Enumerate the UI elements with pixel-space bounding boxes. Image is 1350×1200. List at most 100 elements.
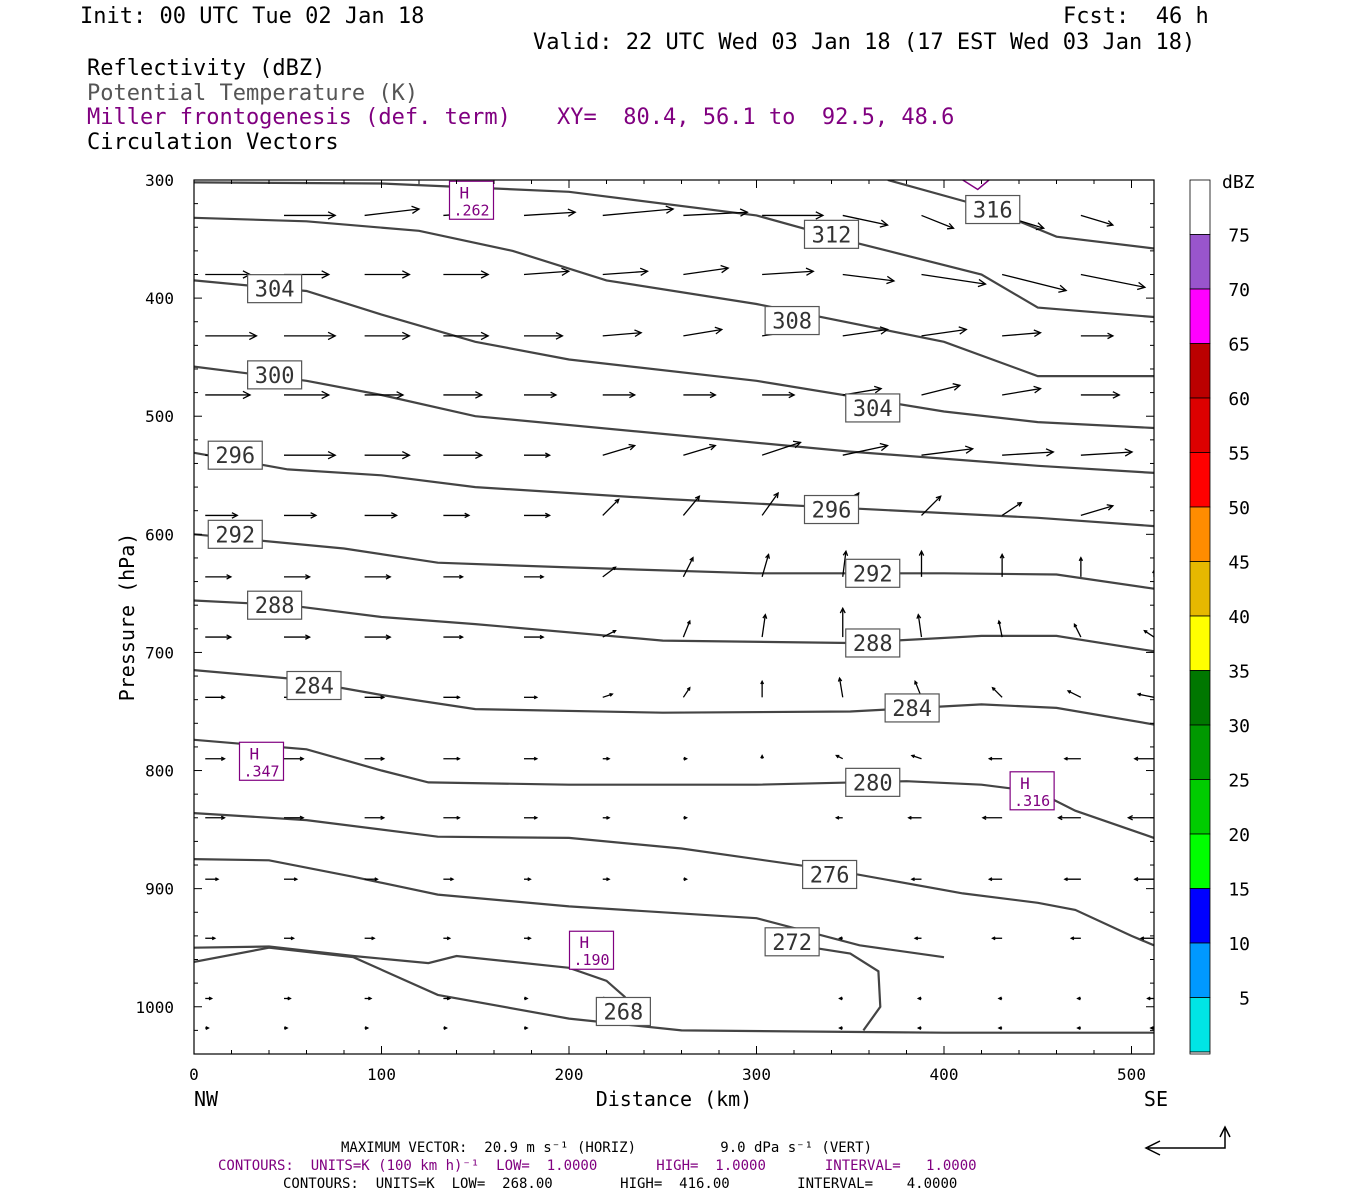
vector-head <box>299 756 305 761</box>
colorbar-tick-label: 40 <box>1228 607 1250 628</box>
circulation-vector <box>284 936 296 941</box>
vector-shaft <box>1144 630 1154 638</box>
colorbar-tick-label: 15 <box>1228 880 1250 901</box>
theta-label-text: 284 <box>294 675 334 700</box>
colorbar-tick-label: 25 <box>1228 771 1250 792</box>
colorbar-tick-label: 70 <box>1228 280 1250 301</box>
vector-head <box>533 756 539 761</box>
circulation-vector <box>205 936 217 941</box>
vector-head <box>606 877 611 882</box>
vector-shaft <box>683 211 748 217</box>
circulation-vector <box>1063 756 1081 761</box>
vector-shaft <box>1153 215 1154 217</box>
vector-head <box>683 756 689 761</box>
x-tick-label: 400 <box>930 1065 959 1084</box>
vector-shaft <box>921 328 967 337</box>
vector-shaft <box>921 214 954 229</box>
circulation-vector <box>284 512 318 519</box>
circulation-vector <box>524 695 539 700</box>
colorbar-bin <box>1189 997 1211 1053</box>
vector-head <box>299 815 305 820</box>
circulation-vector <box>205 756 226 761</box>
vector-head <box>964 445 975 454</box>
vector-head <box>952 383 962 391</box>
colorbar-tick-label: 55 <box>1228 444 1250 465</box>
theta-label-text: 276 <box>810 863 850 888</box>
vector-shaft <box>761 614 766 638</box>
circulation-vector <box>761 613 768 638</box>
circulation-vector <box>364 270 411 279</box>
vector-head <box>364 1026 370 1030</box>
circulation-vector <box>987 756 1003 761</box>
circulation-vector <box>997 1026 1003 1030</box>
vector-head <box>1063 756 1068 761</box>
vector-head <box>839 606 846 614</box>
theta-label-text: 280 <box>853 771 893 796</box>
circulation-vector <box>1002 329 1042 338</box>
vector-head <box>683 815 689 820</box>
theta-label-text: 284 <box>892 697 932 722</box>
vector-head <box>1063 877 1068 882</box>
circulation-vector <box>1152 569 1154 577</box>
vector-head <box>991 936 996 941</box>
axes: 300 400 500 600 700 800 900 1000 0 100 200 300 400 50… <box>115 171 1168 1111</box>
circulation-vector <box>602 443 637 456</box>
vector-head <box>838 1026 843 1030</box>
theta-contour-276 <box>194 858 945 959</box>
vector-head <box>446 936 452 941</box>
vector-shaft <box>1002 451 1054 456</box>
vector-head <box>327 211 337 220</box>
theta-contour-296 <box>194 451 1154 528</box>
circulation-vector <box>284 574 312 580</box>
vector-head <box>1146 996 1151 1001</box>
vector-head <box>835 754 840 759</box>
frontogenesis-max-box <box>448 180 495 220</box>
theta-label: 284 <box>884 693 940 723</box>
vector-head <box>606 815 611 820</box>
colorbar-bin <box>1189 397 1211 453</box>
theta-contour-info: CONTOURS: UNITS=K LOW= 268.00 HIGH= 416.… <box>283 1176 958 1192</box>
circulation-vector <box>443 1026 449 1030</box>
circulation-vector <box>921 383 962 396</box>
vector-head <box>792 440 802 449</box>
theta-label-box <box>247 590 303 620</box>
vector-head <box>1033 329 1042 338</box>
vector-head <box>293 877 299 882</box>
frontogenesis-max: H.190 <box>568 930 615 970</box>
vector-head <box>916 613 922 619</box>
circulation-vector <box>1002 385 1042 396</box>
vector-head <box>411 205 421 215</box>
circulation-vector <box>364 331 411 341</box>
circulation-vector <box>443 756 461 761</box>
vector-shaft <box>1080 214 1114 226</box>
frontogenesis-max-label: H <box>1020 774 1030 793</box>
vector-head <box>380 756 386 761</box>
vector-head <box>459 574 465 580</box>
vector-head <box>443 1026 449 1030</box>
frontogenesis-max-value: .262 <box>453 201 489 219</box>
vector-head <box>689 556 694 562</box>
circulation-vector <box>987 877 1003 882</box>
colorbar-bin <box>1189 179 1211 235</box>
vector-head <box>628 443 637 451</box>
circulation-vector <box>205 815 226 820</box>
vector-head <box>1033 385 1042 394</box>
vector-head <box>1152 569 1154 574</box>
circulation-vector <box>762 391 796 399</box>
vector-shaft <box>842 551 847 577</box>
vector-head <box>910 877 915 882</box>
frontogenesis-max-value: .190 <box>573 951 609 969</box>
circulation-vector <box>1001 273 1068 293</box>
circulation-vector <box>1126 815 1154 821</box>
theta-label-text: 268 <box>604 1000 644 1025</box>
theta-label-box <box>764 305 820 336</box>
circulation-vector <box>284 634 312 640</box>
circulation-vector <box>1080 332 1115 340</box>
vector-head <box>567 208 577 217</box>
circulation-vector <box>205 877 220 882</box>
theta-label: 288 <box>845 628 901 658</box>
colorbar-tick-label: 20 <box>1228 825 1250 846</box>
vector-head <box>686 686 691 691</box>
vector-head <box>709 443 717 451</box>
theta-label-box <box>965 194 1021 225</box>
